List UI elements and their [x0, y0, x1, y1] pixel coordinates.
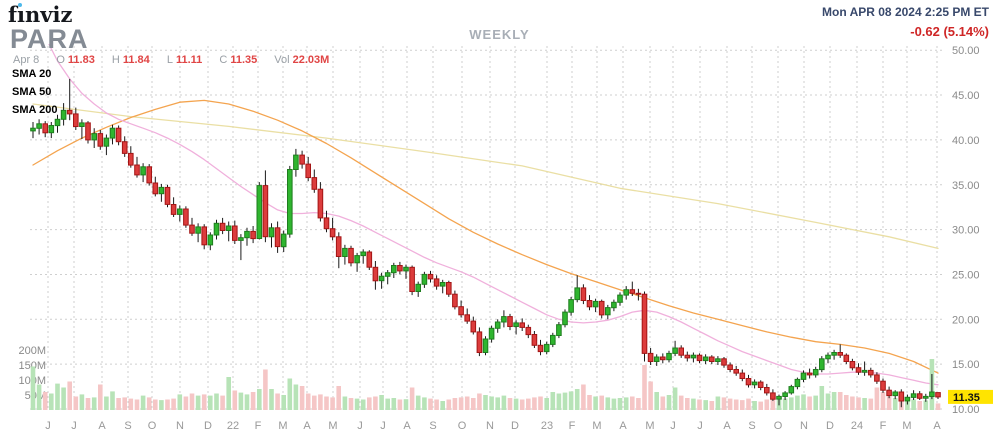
quote-datetime: Mon APR 08 2024 2:25 PM ET [822, 5, 989, 19]
svg-text:O: O [458, 420, 467, 432]
svg-text:D: D [511, 420, 519, 432]
svg-text:35.00: 35.00 [952, 180, 980, 192]
close-value: 11.35 [230, 54, 258, 66]
svg-text:F: F [255, 420, 262, 432]
svg-text:15.00: 15.00 [952, 359, 980, 371]
low-value: 11.11 [175, 54, 203, 66]
svg-text:D: D [204, 420, 212, 432]
volume-value: 22.03M [292, 54, 330, 66]
high-label: H [111, 54, 120, 66]
svg-text:10.00: 10.00 [952, 404, 980, 416]
svg-text:A: A [619, 420, 627, 432]
sma20-legend: SMA 20 [12, 68, 52, 80]
svg-text:S: S [124, 420, 131, 432]
close-label: C [219, 54, 228, 66]
svg-text:N: N [176, 420, 184, 432]
svg-text:A: A [723, 420, 731, 432]
low-label: L [166, 54, 173, 66]
svg-text:A: A [933, 420, 941, 432]
svg-text:F: F [880, 420, 887, 432]
high-value: 11.84 [122, 54, 150, 66]
svg-text:40.00: 40.00 [952, 135, 980, 147]
svg-text:A: A [403, 420, 411, 432]
sma-50-line [32, 99, 939, 374]
sma200-legend: SMA 200 [12, 104, 58, 116]
month-gridlines [47, 46, 938, 410]
sma-20-line [48, 44, 939, 386]
price-gridlines [30, 49, 945, 410]
svg-text:J: J [45, 420, 51, 432]
current-price-tag: 11.35 [948, 389, 993, 404]
svg-text:J: J [71, 420, 77, 432]
svg-text:M: M [645, 420, 654, 432]
svg-text:A: A [98, 420, 106, 432]
svg-text:20.00: 20.00 [952, 314, 980, 326]
svg-text:J: J [380, 420, 386, 432]
svg-text:A: A [303, 420, 311, 432]
svg-text:25.00: 25.00 [952, 269, 980, 281]
svg-text:22: 22 [227, 420, 239, 432]
svg-text:J: J [697, 420, 703, 432]
svg-text:50.00: 50.00 [952, 45, 980, 57]
svg-text:O: O [774, 420, 783, 432]
svg-text:200M: 200M [18, 345, 46, 357]
svg-text:24: 24 [851, 420, 863, 432]
ticker-symbol: PARA [10, 24, 89, 54]
svg-text:23: 23 [541, 420, 553, 432]
finviz-logo[interactable]: fınviz [8, 2, 72, 27]
svg-text:S: S [429, 420, 436, 432]
svg-text:M: M [328, 420, 337, 432]
svg-text:45.00: 45.00 [952, 90, 980, 102]
volume-bars [30, 359, 941, 410]
svg-text:J: J [670, 420, 676, 432]
svg-text:M: M [902, 420, 911, 432]
volume-label: Vol [274, 54, 290, 66]
svg-text:N: N [486, 420, 494, 432]
timeframe-label: WEEKLY [469, 27, 530, 42]
month-axis-labels: J J A S O N D 22 F M A M J J A S O N D 23 F M A M J J A S O N D 24 F M A [45, 420, 941, 432]
svg-text:150M: 150M [18, 360, 46, 372]
svg-text:11.35: 11.35 [953, 392, 980, 404]
svg-text:F: F [569, 420, 576, 432]
quote-date: Apr 8 [13, 54, 40, 66]
sma-200-line [32, 103, 939, 250]
price-change: -0.62 (5.14%) [910, 24, 989, 39]
open-label: O [56, 54, 65, 66]
open-value: 11.83 [67, 54, 95, 66]
candles [30, 78, 941, 408]
logo-text: fınviz [8, 2, 73, 27]
svg-text:M: M [278, 420, 287, 432]
svg-text:O: O [148, 420, 157, 432]
ohlc-quote-row: Apr 8 O 11.83 H 11.84 L 11.11 C 11.35 Vol 22.… [13, 54, 329, 66]
price-axis-labels: 50.00 45.00 40.00 35.00 30.00 25.00 20.00 15.00… [952, 45, 980, 416]
svg-text:J: J [357, 420, 363, 432]
svg-text:30.00: 30.00 [952, 225, 980, 237]
svg-text:N: N [800, 420, 808, 432]
svg-text:D: D [826, 420, 834, 432]
svg-text:S: S [748, 420, 755, 432]
svg-text:M: M [592, 420, 601, 432]
sma50-legend: SMA 50 [12, 86, 52, 98]
